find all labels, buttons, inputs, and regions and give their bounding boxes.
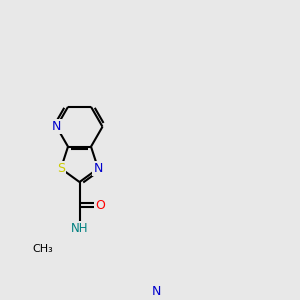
Text: N: N xyxy=(93,162,103,175)
Text: N: N xyxy=(152,285,161,298)
Text: N: N xyxy=(52,120,61,133)
Text: S: S xyxy=(57,162,65,175)
Text: NH: NH xyxy=(71,221,88,235)
Text: CH₃: CH₃ xyxy=(32,244,53,254)
Text: O: O xyxy=(95,199,105,212)
